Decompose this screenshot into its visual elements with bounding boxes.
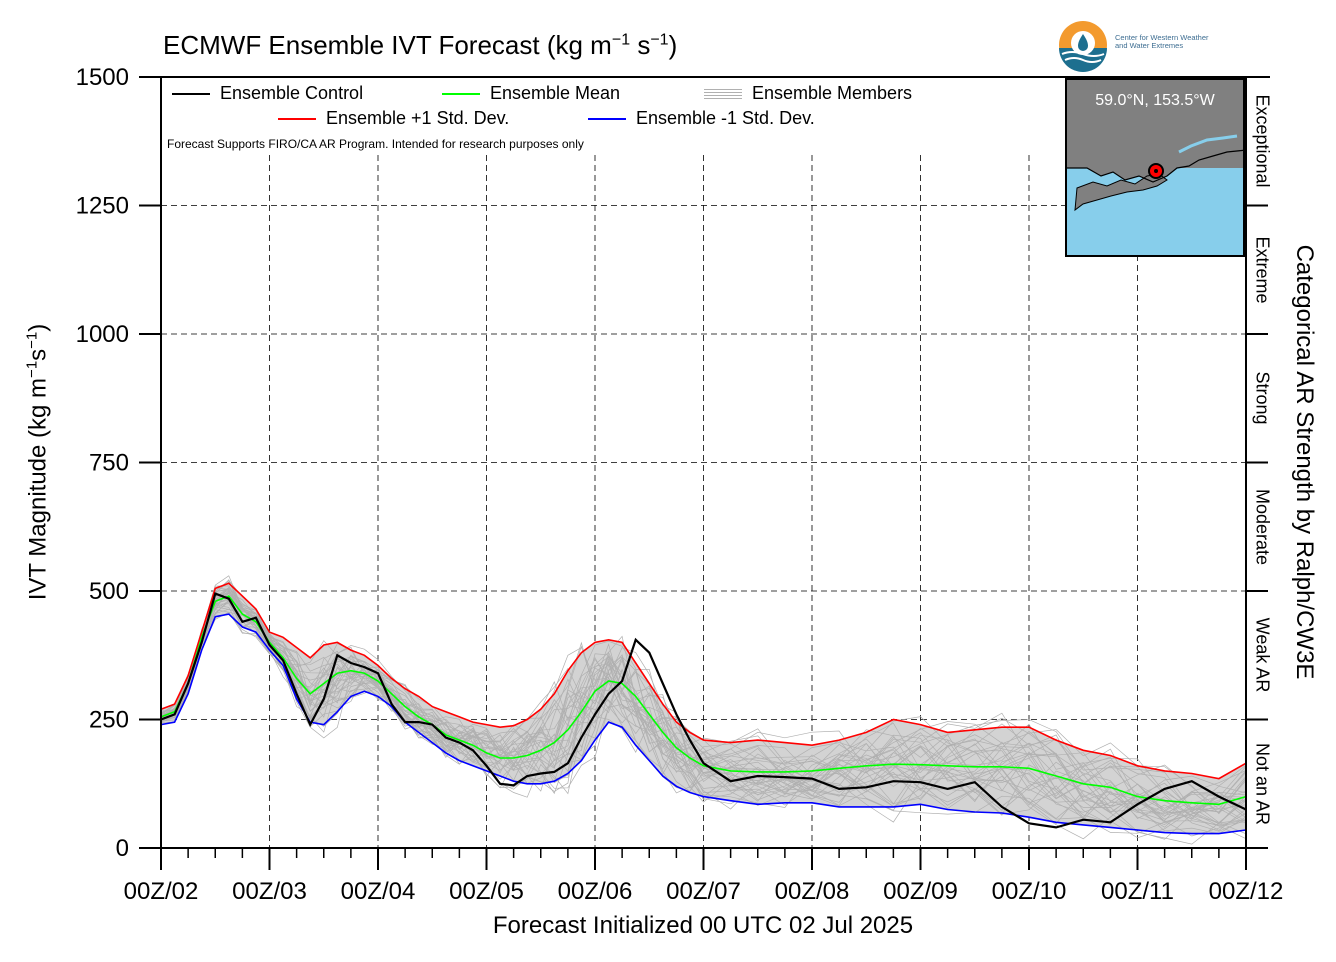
category-label: Exceptional bbox=[1252, 94, 1273, 188]
legend-label-members: Ensemble Members bbox=[752, 83, 913, 103]
category-label: Strong bbox=[1252, 371, 1273, 425]
inset-coastline bbox=[1067, 149, 1243, 183]
category-label: Weak AR bbox=[1252, 617, 1273, 693]
ensemble-member-line bbox=[160, 587, 1247, 820]
x-tick-label: 00Z/04 bbox=[341, 878, 416, 905]
cw3e-logo-text: Center for Western Weather and Water Ext… bbox=[1115, 34, 1209, 50]
x-tick-label: 00Z/06 bbox=[558, 878, 633, 905]
legend-item-mean: Ensemble Mean bbox=[442, 83, 620, 104]
x-tick-label: 00Z/09 bbox=[883, 878, 958, 905]
location-marker-center bbox=[1154, 169, 1158, 173]
series-line-ensemble-1-std-dev- bbox=[160, 613, 1247, 835]
grid-lines bbox=[161, 155, 1246, 848]
series-line-ensemble-1-std-dev- bbox=[160, 582, 1247, 780]
legend-label-minus-std: Ensemble -1 Std. Dev. bbox=[636, 108, 815, 128]
x-tick-label: 00Z/12 bbox=[1209, 878, 1284, 905]
series-line-ensemble-mean bbox=[160, 595, 1247, 806]
ensemble-member-line bbox=[160, 603, 1247, 825]
inset-land-coast bbox=[1067, 80, 1243, 182]
axes bbox=[139, 76, 1270, 870]
legend-item-control: Ensemble Control bbox=[172, 83, 363, 104]
ensemble-member-line bbox=[160, 581, 1247, 816]
ensemble-member-line bbox=[160, 597, 1247, 813]
right-axis-label: Categorical AR Strength by Ralph/CW3E bbox=[1291, 244, 1318, 680]
x-tick-label: 00Z/07 bbox=[666, 878, 741, 905]
chart-title: ECMWF Ensemble IVT Forecast (kg m−1 s−1) bbox=[163, 30, 678, 60]
cw3e-logo-line1: Center for Western Weather bbox=[1115, 33, 1209, 42]
legend-item-plus-std: Ensemble +1 Std. Dev. bbox=[278, 108, 509, 129]
x-tick-label: 00Z/05 bbox=[449, 878, 524, 905]
ensemble-member-line bbox=[160, 599, 1247, 810]
ensemble-member-line bbox=[160, 599, 1247, 831]
legend-swatch-plus-std bbox=[278, 117, 316, 120]
inset-peninsula bbox=[1074, 173, 1168, 212]
inset-inlet bbox=[1178, 134, 1238, 154]
y-tick-label: 1000 bbox=[76, 321, 129, 348]
legend-label-plus-std: Ensemble +1 Std. Dev. bbox=[326, 108, 510, 128]
series-line-ensemble-control bbox=[160, 592, 1247, 829]
inset-coordinates: 59.0°N, 153.5°W bbox=[1095, 92, 1215, 109]
y-tick-label: 1250 bbox=[76, 193, 129, 220]
x-tick-label: 00Z/03 bbox=[232, 878, 307, 905]
ensemble-member-line bbox=[160, 589, 1247, 814]
legend-swatch-control bbox=[172, 92, 210, 95]
ensemble-member-line bbox=[160, 590, 1247, 813]
cw3e-logo-line2: and Water Extremes bbox=[1115, 41, 1184, 50]
legend-item-members: Ensemble Members bbox=[704, 83, 912, 104]
ensemble-member-line bbox=[160, 592, 1247, 840]
legend-item-minus-std: Ensemble -1 Std. Dev. bbox=[588, 108, 815, 129]
y-tick-label: 0 bbox=[116, 835, 129, 862]
category-label: Not an AR bbox=[1252, 742, 1273, 825]
y-axis-label: IVT Magnitude (kg m−1s−1) bbox=[23, 323, 52, 601]
y-tick-label: 250 bbox=[89, 707, 129, 734]
inset-map-svg bbox=[1067, 80, 1243, 212]
ensemble-member-line bbox=[160, 613, 1247, 814]
tick-labels: 0 250 500 750 1000 1250 1500 00Z/02 00Z/03 00Z/04… bbox=[76, 64, 1284, 905]
y-tick-label: 500 bbox=[89, 578, 129, 605]
legend-swatch-minus-std bbox=[588, 117, 626, 120]
cw3e-logo-icon bbox=[1059, 21, 1107, 72]
legend-label-mean: Ensemble Mean bbox=[490, 83, 621, 103]
series-lines bbox=[160, 582, 1247, 835]
y-tick-label: 750 bbox=[89, 450, 129, 477]
legend-label-control: Ensemble Control bbox=[220, 83, 364, 103]
research-note: Forecast Supports FIRO/CA AR Program. In… bbox=[167, 137, 584, 151]
x-axis-label: Forecast Initialized 00 UTC 02 Jul 2025 bbox=[492, 912, 914, 939]
x-tick-label: 00Z/08 bbox=[775, 878, 850, 905]
y-tick-label: 1500 bbox=[76, 64, 129, 91]
category-label: Moderate bbox=[1252, 488, 1273, 565]
location-inset-map: 59.0°N, 153.5°W bbox=[1065, 78, 1245, 257]
cw3e-logo: Center for Western Weather and Water Ext… bbox=[1058, 18, 1238, 72]
legend-swatch-mean bbox=[442, 92, 480, 95]
ensemble-member-line bbox=[160, 594, 1247, 827]
x-tick-label: 00Z/02 bbox=[124, 878, 199, 905]
legend-swatch-members bbox=[704, 88, 742, 99]
x-tick-label: 00Z/11 bbox=[1101, 878, 1174, 905]
category-label: Extreme bbox=[1252, 236, 1273, 304]
x-tick-label: 00Z/10 bbox=[992, 878, 1067, 905]
